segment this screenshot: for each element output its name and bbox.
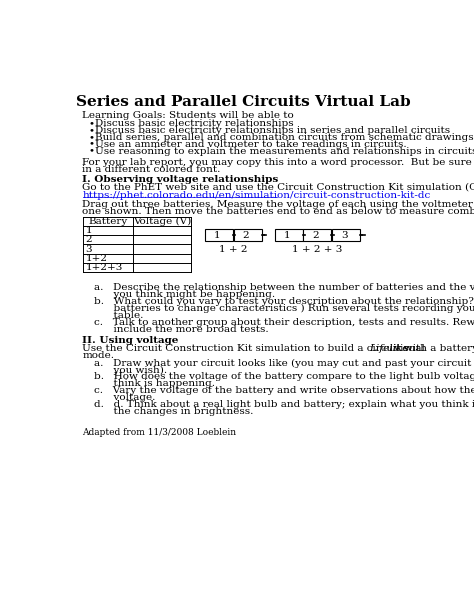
Text: 1 + 2 + 3: 1 + 2 + 3 (292, 245, 343, 254)
Text: c.   Talk to another group about their description, tests and results. Rewrite y: c. Talk to another group about their des… (94, 318, 474, 327)
Text: 1+2+3: 1+2+3 (86, 263, 123, 272)
Text: 3: 3 (341, 230, 348, 240)
Text: •: • (89, 119, 95, 128)
Text: Voltage (V): Voltage (V) (133, 217, 191, 226)
Text: 1: 1 (86, 226, 92, 235)
Text: Use an ammeter and voltmeter to take readings in circuits.: Use an ammeter and voltmeter to take rea… (95, 140, 407, 149)
Text: table.: table. (94, 311, 144, 320)
Text: Learning Goals: Students will be able to: Learning Goals: Students will be able to (82, 110, 294, 120)
Text: mode.: mode. (82, 351, 115, 360)
Text: you think might be happening.: you think might be happening. (94, 290, 275, 299)
Text: •: • (89, 147, 95, 156)
Text: 2: 2 (86, 235, 92, 245)
Text: •: • (89, 133, 95, 142)
Text: Use the Circuit Construction Kit simulation to build a circuit with a battery an: Use the Circuit Construction Kit simulat… (82, 344, 474, 353)
Text: •: • (89, 140, 95, 149)
Text: Build series, parallel and combination circuits from schematic drawings: Build series, parallel and combination c… (95, 133, 474, 142)
Text: think is happening.: think is happening. (94, 379, 215, 388)
Text: Go to the PhET web site and use the Circuit Construction Kit simulation (CCK):: Go to the PhET web site and use the Circ… (82, 183, 474, 192)
Bar (275, 229, 302, 242)
Text: Use reasoning to explain the measurements and relationships in circuits.: Use reasoning to explain the measurement… (95, 147, 474, 156)
Text: Lifelike: Lifelike (369, 344, 408, 353)
Text: 1: 1 (284, 230, 291, 240)
Text: you wish).: you wish). (94, 365, 167, 375)
Text: a.   Describe the relationship between the number of batteries and the voltage a: a. Describe the relationship between the… (94, 283, 474, 292)
Text: a.   Draw what your circuit looks like (you may cut and past your circuit into y: a. Draw what your circuit looks like (yo… (94, 359, 474, 368)
Text: 1 + 2: 1 + 2 (219, 245, 247, 254)
Text: in a different colored font.: in a different colored font. (82, 165, 221, 174)
Text: d.   d. Think about a real light bulb and battery; explain what you think is hap: d. d. Think about a real light bulb and … (94, 400, 474, 409)
Bar (303, 229, 331, 242)
Text: one shown. Then move the batteries end to end as below to measure combined volta: one shown. Then move the batteries end t… (82, 207, 474, 216)
Text: voltage.: voltage. (94, 393, 155, 402)
Text: b.   How does the voltage of the battery compare to the light bulb voltage? Expl: b. How does the voltage of the battery c… (94, 372, 474, 381)
Text: I. Observing voltage relationships: I. Observing voltage relationships (82, 175, 279, 184)
Text: Adapted from 11/3/2008 Loeblein: Adapted from 11/3/2008 Loeblein (82, 428, 237, 436)
Text: 1: 1 (214, 230, 221, 240)
Text: c.   Vary the voltage of the battery and write observations about how the bright: c. Vary the voltage of the battery and w… (94, 386, 474, 395)
Text: •: • (89, 126, 95, 135)
Text: include the more broad tests.: include the more broad tests. (94, 324, 269, 333)
Bar (205, 229, 233, 242)
Text: For your lab report, you may copy this into a word processor.  But be sure to en: For your lab report, you may copy this i… (82, 158, 474, 167)
Bar (234, 229, 262, 242)
Text: Series and Parallel Circuits Virtual Lab: Series and Parallel Circuits Virtual Lab (76, 95, 410, 109)
Text: https://phet.colorado.edu/en/simulation/circuit-construction-kit-dc: https://phet.colorado.edu/en/simulation/… (82, 191, 431, 200)
Text: II. Using voltage: II. Using voltage (82, 336, 179, 345)
Text: Battery: Battery (88, 217, 128, 226)
Text: Discuss basic electricity relationships: Discuss basic electricity relationships (95, 119, 293, 128)
Text: b.   What could you vary to test your description about the relationship? (Right: b. What could you vary to test your desc… (94, 297, 474, 306)
Text: 2: 2 (312, 230, 319, 240)
Text: visual: visual (391, 344, 425, 353)
Text: 2: 2 (243, 230, 249, 240)
Text: 3: 3 (86, 245, 92, 254)
Text: 1+2: 1+2 (86, 254, 108, 263)
Text: the changes in brightness.: the changes in brightness. (94, 407, 254, 416)
Text: Discuss basic electricity relationships in series and parallel circuits: Discuss basic electricity relationships … (95, 126, 450, 135)
Text: batteries to change characteristics ) Run several tests recording your data in a: batteries to change characteristics ) Ru… (94, 304, 474, 313)
Text: Drag out three batteries. Measure the voltage of each using the voltmeter and re: Drag out three batteries. Measure the vo… (82, 200, 474, 209)
Bar (332, 229, 360, 242)
